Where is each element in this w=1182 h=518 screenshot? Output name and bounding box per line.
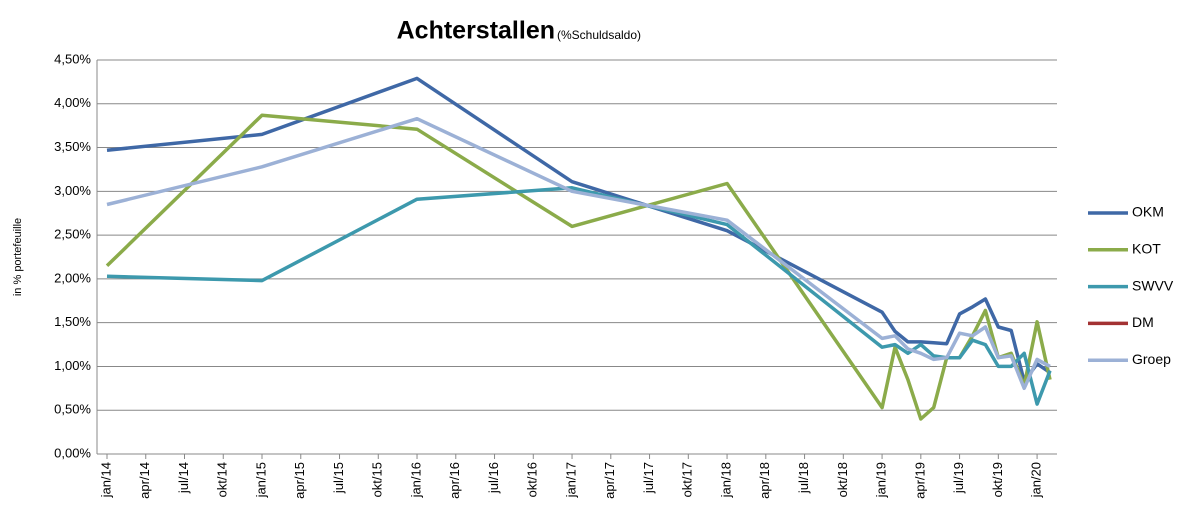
series-line: [106, 186, 1052, 406]
x-tick-label: apr/15: [292, 462, 307, 499]
x-tick-label: apr/18: [757, 462, 772, 499]
series-line: [106, 116, 1051, 391]
series-line: [105, 113, 1052, 421]
y-tick-label: 2,50%: [54, 227, 91, 242]
x-tick-label: jan/18: [718, 462, 733, 498]
y-tick-label: 0,00%: [54, 445, 91, 460]
x-tick-label: okt/16: [525, 462, 540, 497]
y-tick-label: 1,50%: [54, 314, 91, 329]
x-tick-label: okt/17: [680, 462, 695, 497]
x-tick-label: okt/19: [990, 462, 1005, 497]
y-tick-label: 4,50%: [54, 51, 91, 66]
x-tick-label: jan/19: [874, 462, 889, 498]
x-tick-label: apr/19: [912, 462, 927, 499]
y-tick-label: 3,50%: [54, 139, 91, 154]
x-tick-label: jan/15: [253, 462, 268, 498]
x-tick-label: jul/18: [796, 462, 811, 494]
x-tick-label: jul/19: [951, 462, 966, 494]
y-tick-label: 2,00%: [54, 270, 91, 285]
x-tick-label: jul/15: [331, 462, 346, 494]
x-tick-label: jan/14: [98, 462, 113, 498]
legend-label: Groep: [1132, 351, 1171, 367]
y-tick-label: 0,50%: [54, 402, 91, 417]
chart-subtitle: (%Schuldsaldo): [557, 28, 641, 42]
y-tick-label: 1,00%: [54, 358, 91, 373]
y-tick-label: 4,00%: [54, 95, 91, 110]
x-tick-label: apr/14: [137, 462, 152, 499]
legend-label: SWVV: [1132, 277, 1174, 293]
x-tick-label: okt/15: [370, 462, 385, 497]
x-tick-label: jan/17: [563, 462, 578, 498]
legend-label: KOT: [1132, 241, 1161, 257]
x-tick-label: okt/14: [215, 462, 230, 497]
x-tick-label: okt/18: [835, 462, 850, 497]
chart-title: Achterstallen: [397, 17, 555, 45]
x-tick-label: jan/20: [1029, 462, 1044, 498]
x-tick-label: jul/14: [176, 462, 191, 494]
series-line: [106, 76, 1051, 384]
legend-label: OKM: [1132, 204, 1164, 220]
x-tick-label: apr/17: [602, 462, 617, 499]
x-tick-label: jan/16: [408, 462, 423, 498]
x-tick-label: jul/16: [486, 462, 501, 494]
legend-label: DM: [1132, 314, 1154, 330]
x-tick-label: apr/16: [447, 462, 462, 499]
y-axis-label: in % portefeuille: [12, 218, 24, 296]
x-tick-label: jul/17: [641, 462, 656, 494]
y-tick-label: 3,00%: [54, 183, 91, 198]
